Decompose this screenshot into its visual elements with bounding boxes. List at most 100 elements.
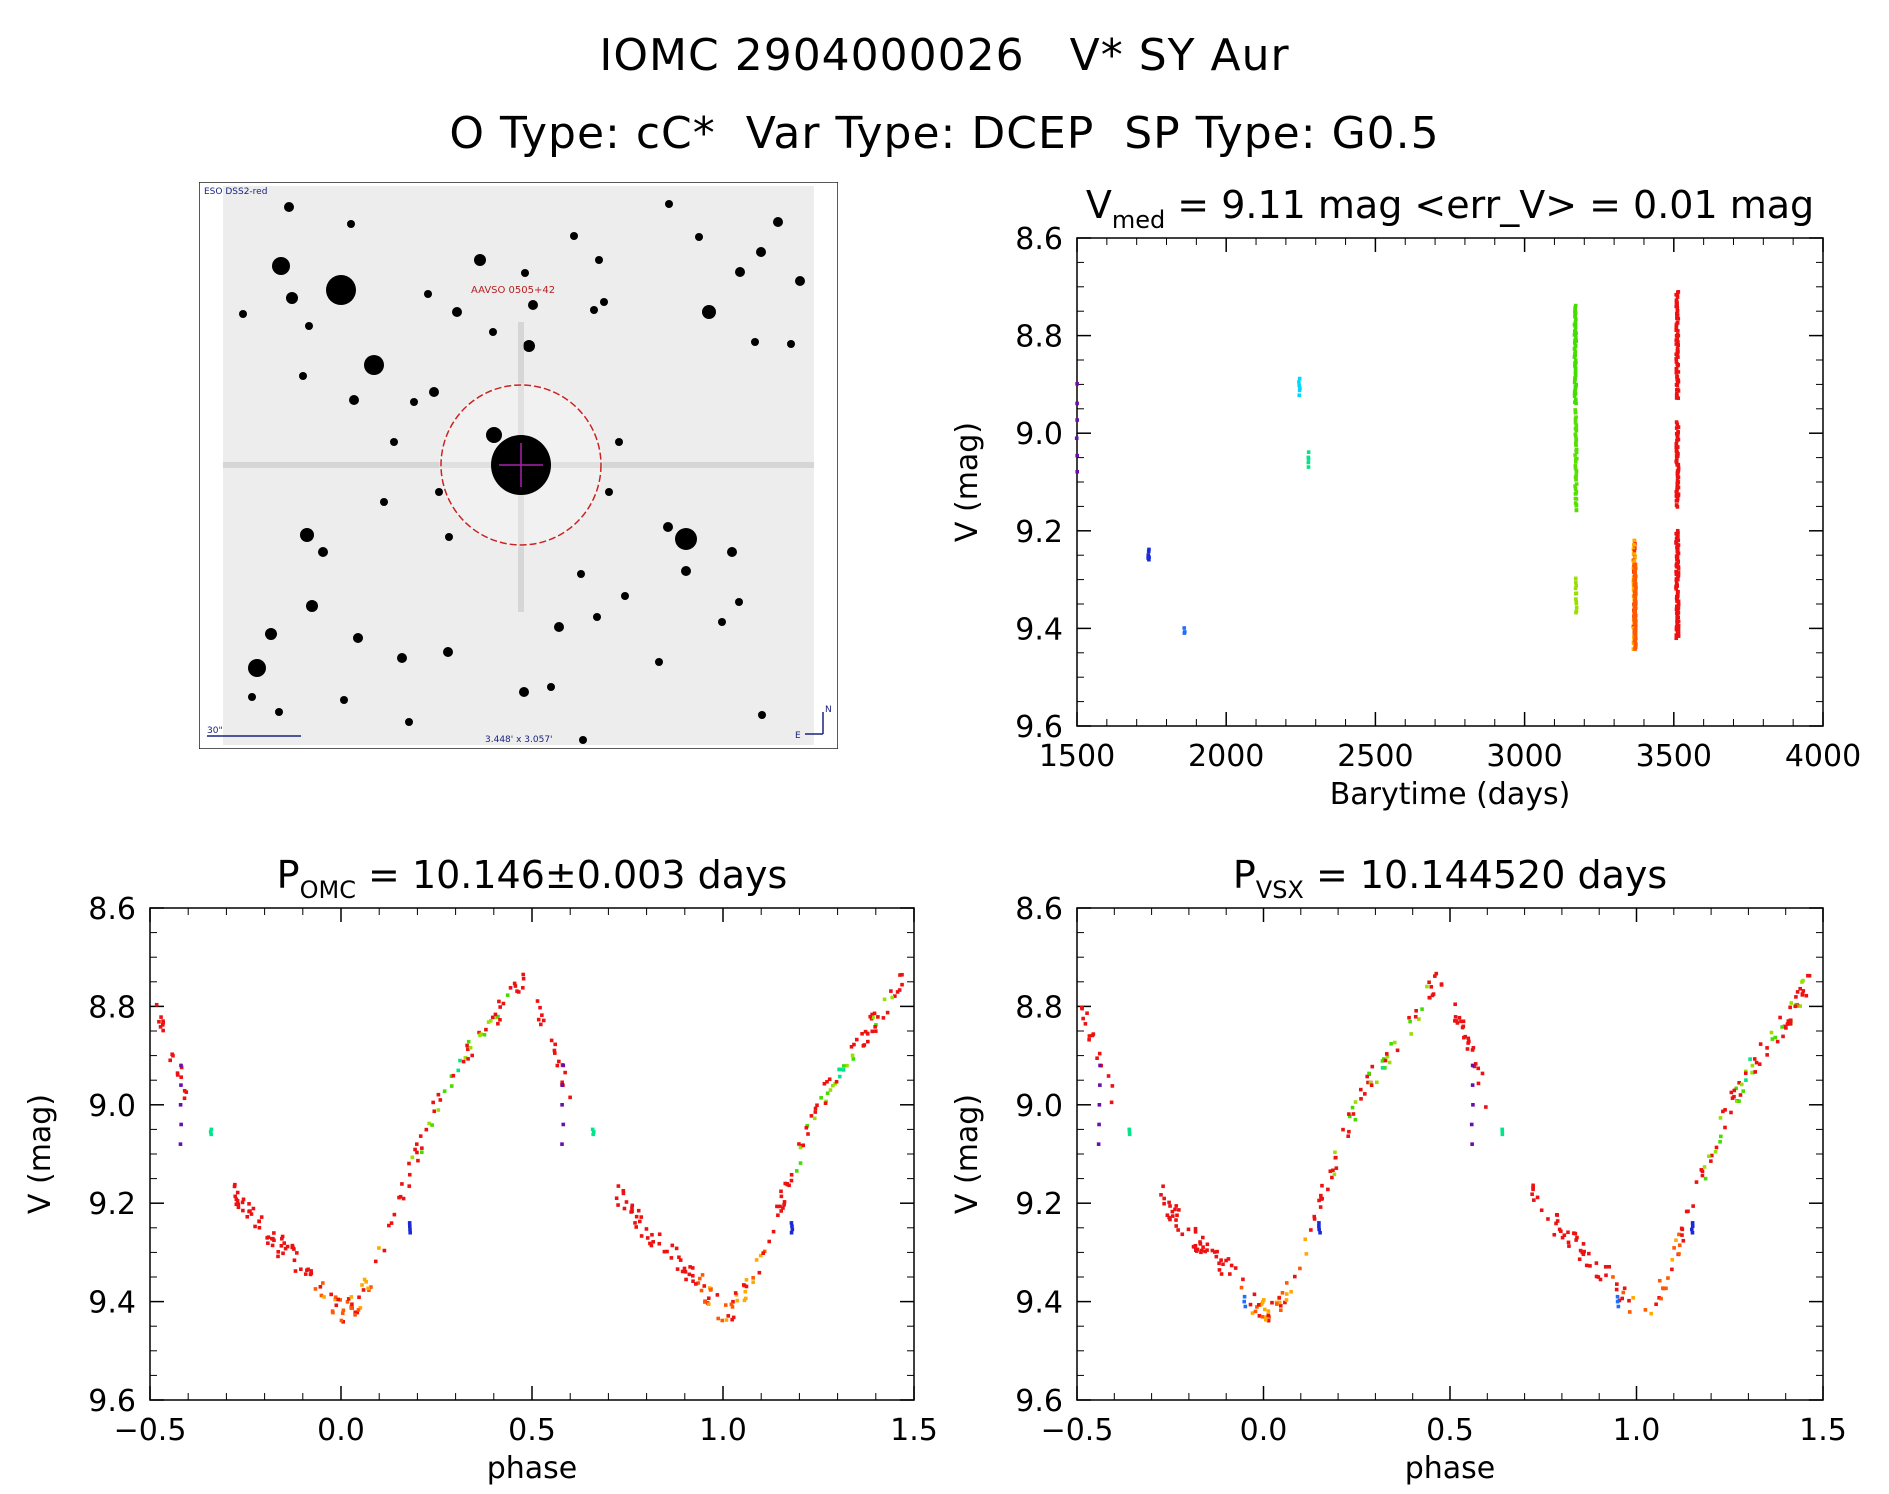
data-point — [1674, 322, 1679, 327]
star-62 — [547, 683, 555, 691]
data-point — [876, 1015, 880, 1019]
data-point — [240, 1200, 245, 1205]
data-point — [1292, 1274, 1297, 1279]
data-point — [1572, 355, 1577, 359]
data-point — [408, 1227, 412, 1232]
data-point — [1675, 383, 1680, 388]
data-point — [1676, 590, 1680, 595]
data-point — [1180, 1232, 1185, 1237]
data-point — [1674, 357, 1679, 361]
data-point — [1674, 426, 1679, 430]
data-point — [1213, 1250, 1217, 1254]
data-point — [401, 1196, 406, 1201]
data-point — [1737, 1080, 1741, 1085]
data-point — [1574, 441, 1578, 446]
data-point — [1804, 993, 1809, 998]
data-point — [1676, 565, 1681, 569]
data-point — [1730, 1096, 1735, 1100]
data-point — [232, 1184, 237, 1189]
data-point — [270, 1236, 274, 1241]
data-point — [1573, 432, 1578, 437]
data-point — [1675, 553, 1680, 558]
data-point — [1312, 1217, 1317, 1221]
data-point — [680, 1269, 685, 1274]
data-point — [1317, 1198, 1321, 1203]
data-point — [1387, 1060, 1392, 1065]
star-11 — [528, 300, 538, 310]
y-tick-label: 8.6 — [1015, 892, 1063, 927]
data-point — [1253, 1309, 1258, 1314]
data-point — [521, 986, 525, 990]
data-point — [1573, 487, 1578, 491]
data-point — [490, 1015, 495, 1020]
figure-subtitle: O Type: cC* Var Type: DCEP SP Type: G0.5 — [449, 108, 1440, 159]
data-point — [696, 1281, 701, 1285]
data-point — [171, 1053, 175, 1058]
data-point — [1242, 1294, 1247, 1299]
data-point — [1079, 1005, 1084, 1010]
star-53 — [305, 322, 313, 330]
data-point — [1414, 1008, 1418, 1013]
data-point — [1633, 613, 1638, 618]
data-point — [1215, 1249, 1219, 1254]
data-point — [1330, 1175, 1334, 1180]
data-point — [1466, 1041, 1470, 1045]
data-point — [458, 1058, 462, 1063]
data-point — [1252, 1292, 1257, 1297]
data-point — [1193, 1230, 1198, 1234]
y-tick-label: 9.2 — [88, 1187, 136, 1222]
star-44 — [577, 570, 585, 578]
data-point — [1677, 1243, 1682, 1248]
data-point — [1702, 1165, 1707, 1169]
data-point — [319, 1293, 324, 1298]
data-point — [720, 1318, 725, 1323]
finder-chart-image: ESO DSS2-red AAVSO 0505+42 30" 3.448' x … — [199, 182, 838, 749]
data-point — [1675, 549, 1680, 554]
data-point — [1675, 621, 1680, 626]
y-tick-label: 9.4 — [1015, 1286, 1063, 1321]
data-point — [382, 1248, 387, 1253]
data-point — [1454, 1019, 1459, 1023]
data-point — [1262, 1307, 1267, 1312]
data-point — [1177, 1208, 1181, 1212]
data-point — [468, 1045, 473, 1050]
data-point — [1284, 1292, 1289, 1296]
data-point — [1174, 1218, 1178, 1222]
data-point — [424, 1127, 429, 1132]
data-point — [674, 1246, 679, 1251]
data-point — [1096, 1142, 1101, 1146]
data-point — [865, 1031, 870, 1036]
data-point — [1634, 586, 1638, 590]
data-point — [498, 1017, 502, 1022]
data-point — [1620, 1296, 1625, 1301]
star-16 — [621, 592, 629, 600]
data-point — [1574, 339, 1579, 343]
data-point — [1574, 497, 1579, 501]
data-point — [1359, 1097, 1363, 1101]
data-point — [815, 1103, 819, 1108]
data-point — [1659, 1296, 1663, 1301]
data-point — [1174, 1204, 1179, 1208]
data-point — [436, 1092, 441, 1097]
data-point — [184, 1090, 189, 1094]
data-point — [1383, 1058, 1388, 1063]
plot-frame — [1076, 237, 1824, 727]
data-point — [463, 1056, 468, 1060]
data-point — [1603, 1265, 1608, 1269]
y-tick-label: 9.4 — [88, 1286, 136, 1321]
data-point — [1675, 505, 1680, 509]
data-point — [1750, 1063, 1755, 1068]
data-point — [716, 1316, 721, 1321]
data-point — [1632, 538, 1637, 543]
target-label: AAVSO 0505+42 — [471, 285, 555, 296]
data-point — [159, 1015, 163, 1019]
data-point — [1573, 373, 1578, 378]
data-point — [1097, 1051, 1102, 1056]
data-point — [1573, 466, 1578, 471]
data-point — [825, 1091, 830, 1096]
data-point — [1278, 1303, 1283, 1308]
data-point — [1531, 1187, 1535, 1192]
data-point — [1224, 1258, 1228, 1263]
data-point — [1793, 1004, 1798, 1009]
data-point — [819, 1095, 823, 1100]
